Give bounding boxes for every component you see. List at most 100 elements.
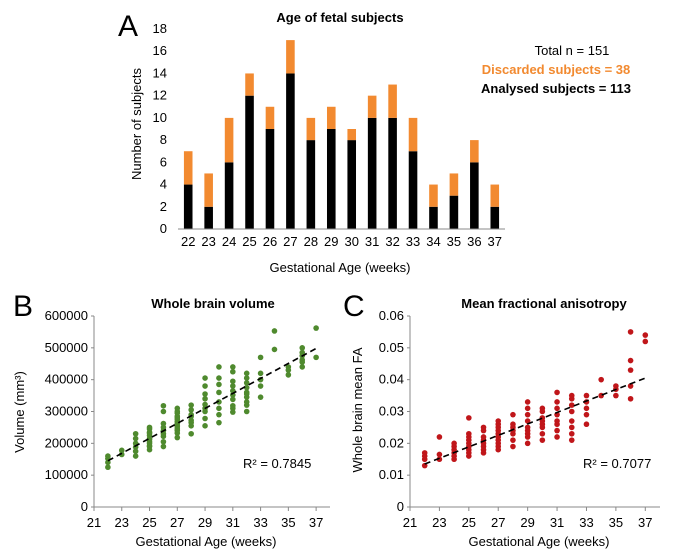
data-point [188, 407, 194, 413]
data-point [243, 391, 250, 397]
data-point [524, 399, 531, 405]
data-point [174, 416, 181, 423]
panel-b-ylabel: Volume (mm³) [12, 371, 27, 453]
data-point [118, 451, 125, 458]
bar [265, 106, 275, 129]
data-point [132, 435, 139, 442]
data-point [257, 394, 264, 400]
panel-a: A Age of fetal subjects Number of subjec… [118, 10, 631, 275]
y-tick-label: 0.01 [379, 467, 404, 482]
data-point [539, 415, 546, 421]
data-point [216, 364, 222, 370]
bar [490, 184, 500, 207]
data-point [132, 448, 139, 455]
data-point [243, 384, 250, 391]
x-tick-label: 23 [201, 234, 215, 249]
bar [388, 84, 397, 118]
panel-a-legend: Total n = 151 Discarded subjects = 38 An… [481, 43, 631, 96]
data-point [642, 332, 649, 338]
panel-a-letter: A [118, 10, 138, 43]
data-point [313, 325, 319, 331]
panel-c-points [421, 329, 649, 469]
bar [347, 129, 357, 141]
data-point [243, 399, 250, 405]
data-point [554, 405, 560, 412]
panel-c-title: Mean fractional anisotropy [461, 296, 627, 311]
panel-c-r2: R² = 0.7077 [583, 456, 651, 471]
x-tick-label: 27 [283, 234, 297, 249]
data-point [495, 418, 502, 424]
data-point [216, 381, 222, 388]
panel-b-trendline [107, 347, 317, 462]
bar [347, 140, 357, 229]
data-point [554, 418, 560, 424]
bar [449, 195, 459, 229]
data-point [466, 415, 472, 421]
bar [183, 184, 193, 229]
data-point [160, 408, 167, 415]
data-point [188, 402, 194, 408]
data-point [299, 359, 306, 365]
data-point [146, 424, 153, 431]
data-point [642, 338, 649, 345]
data-point [510, 421, 516, 428]
data-point [160, 443, 167, 450]
y-tick-label: 0.03 [379, 404, 404, 419]
bar [204, 206, 213, 229]
data-point [202, 391, 208, 397]
data-point [285, 364, 292, 370]
data-point [554, 427, 560, 434]
data-point [627, 383, 634, 389]
x-tick-label: 21 [403, 515, 417, 530]
data-point [436, 451, 443, 458]
x-tick-label: 28 [304, 234, 318, 249]
panel-c-ylabel: Whole brain mean FA [350, 347, 365, 472]
data-point [598, 392, 604, 399]
data-point [174, 423, 181, 429]
data-point [627, 367, 634, 373]
bar [286, 40, 295, 74]
data-point [613, 383, 619, 389]
data-point [188, 430, 194, 437]
y-tick-label: 8 [160, 132, 167, 147]
data-point [216, 389, 222, 396]
y-tick-label: 100000 [45, 467, 88, 482]
data-point [568, 402, 575, 408]
bar [326, 106, 336, 129]
data-point [627, 395, 634, 402]
data-point [299, 349, 306, 356]
data-point [243, 380, 250, 386]
panel-c-letter: C [343, 290, 365, 323]
data-point [568, 418, 575, 424]
panel-b-xlabel: Gestational Age (weeks) [136, 534, 277, 549]
data-point [257, 354, 264, 361]
x-tick-label: 37 [638, 515, 652, 530]
data-point [539, 430, 546, 437]
bar [286, 73, 295, 229]
x-tick-label: 37 [488, 234, 502, 249]
y-tick-label: 500000 [45, 340, 88, 355]
panel-c-ticks: 0 0.01 0.02 0.03 0.04 0.05 0.06 21 23 25 27 29 31 33 3… [379, 308, 653, 530]
bar [408, 151, 418, 229]
data-point [554, 434, 560, 440]
data-point [568, 430, 575, 437]
bar [306, 140, 316, 229]
x-tick-label: 31 [365, 234, 379, 249]
data-point [554, 389, 560, 396]
bar [408, 117, 418, 152]
data-point [466, 430, 472, 437]
data-point [539, 437, 546, 443]
data-point [568, 424, 575, 431]
data-point [568, 437, 575, 443]
panel-c: C Mean fractional anisotropy Whole brain… [343, 290, 660, 549]
x-tick-label: 31 [550, 515, 564, 530]
x-tick-label: 29 [520, 515, 534, 530]
y-tick-label: 12 [153, 88, 167, 103]
bar [224, 117, 234, 163]
x-tick-label: 29 [324, 234, 338, 249]
panel-a-x-ticks: 22 23 24 25 26 27 28 29 30 31 32 33 34 35 36 37 [181, 234, 502, 249]
data-point [105, 453, 111, 459]
x-tick-label: 34 [426, 234, 440, 249]
data-point [146, 440, 153, 447]
